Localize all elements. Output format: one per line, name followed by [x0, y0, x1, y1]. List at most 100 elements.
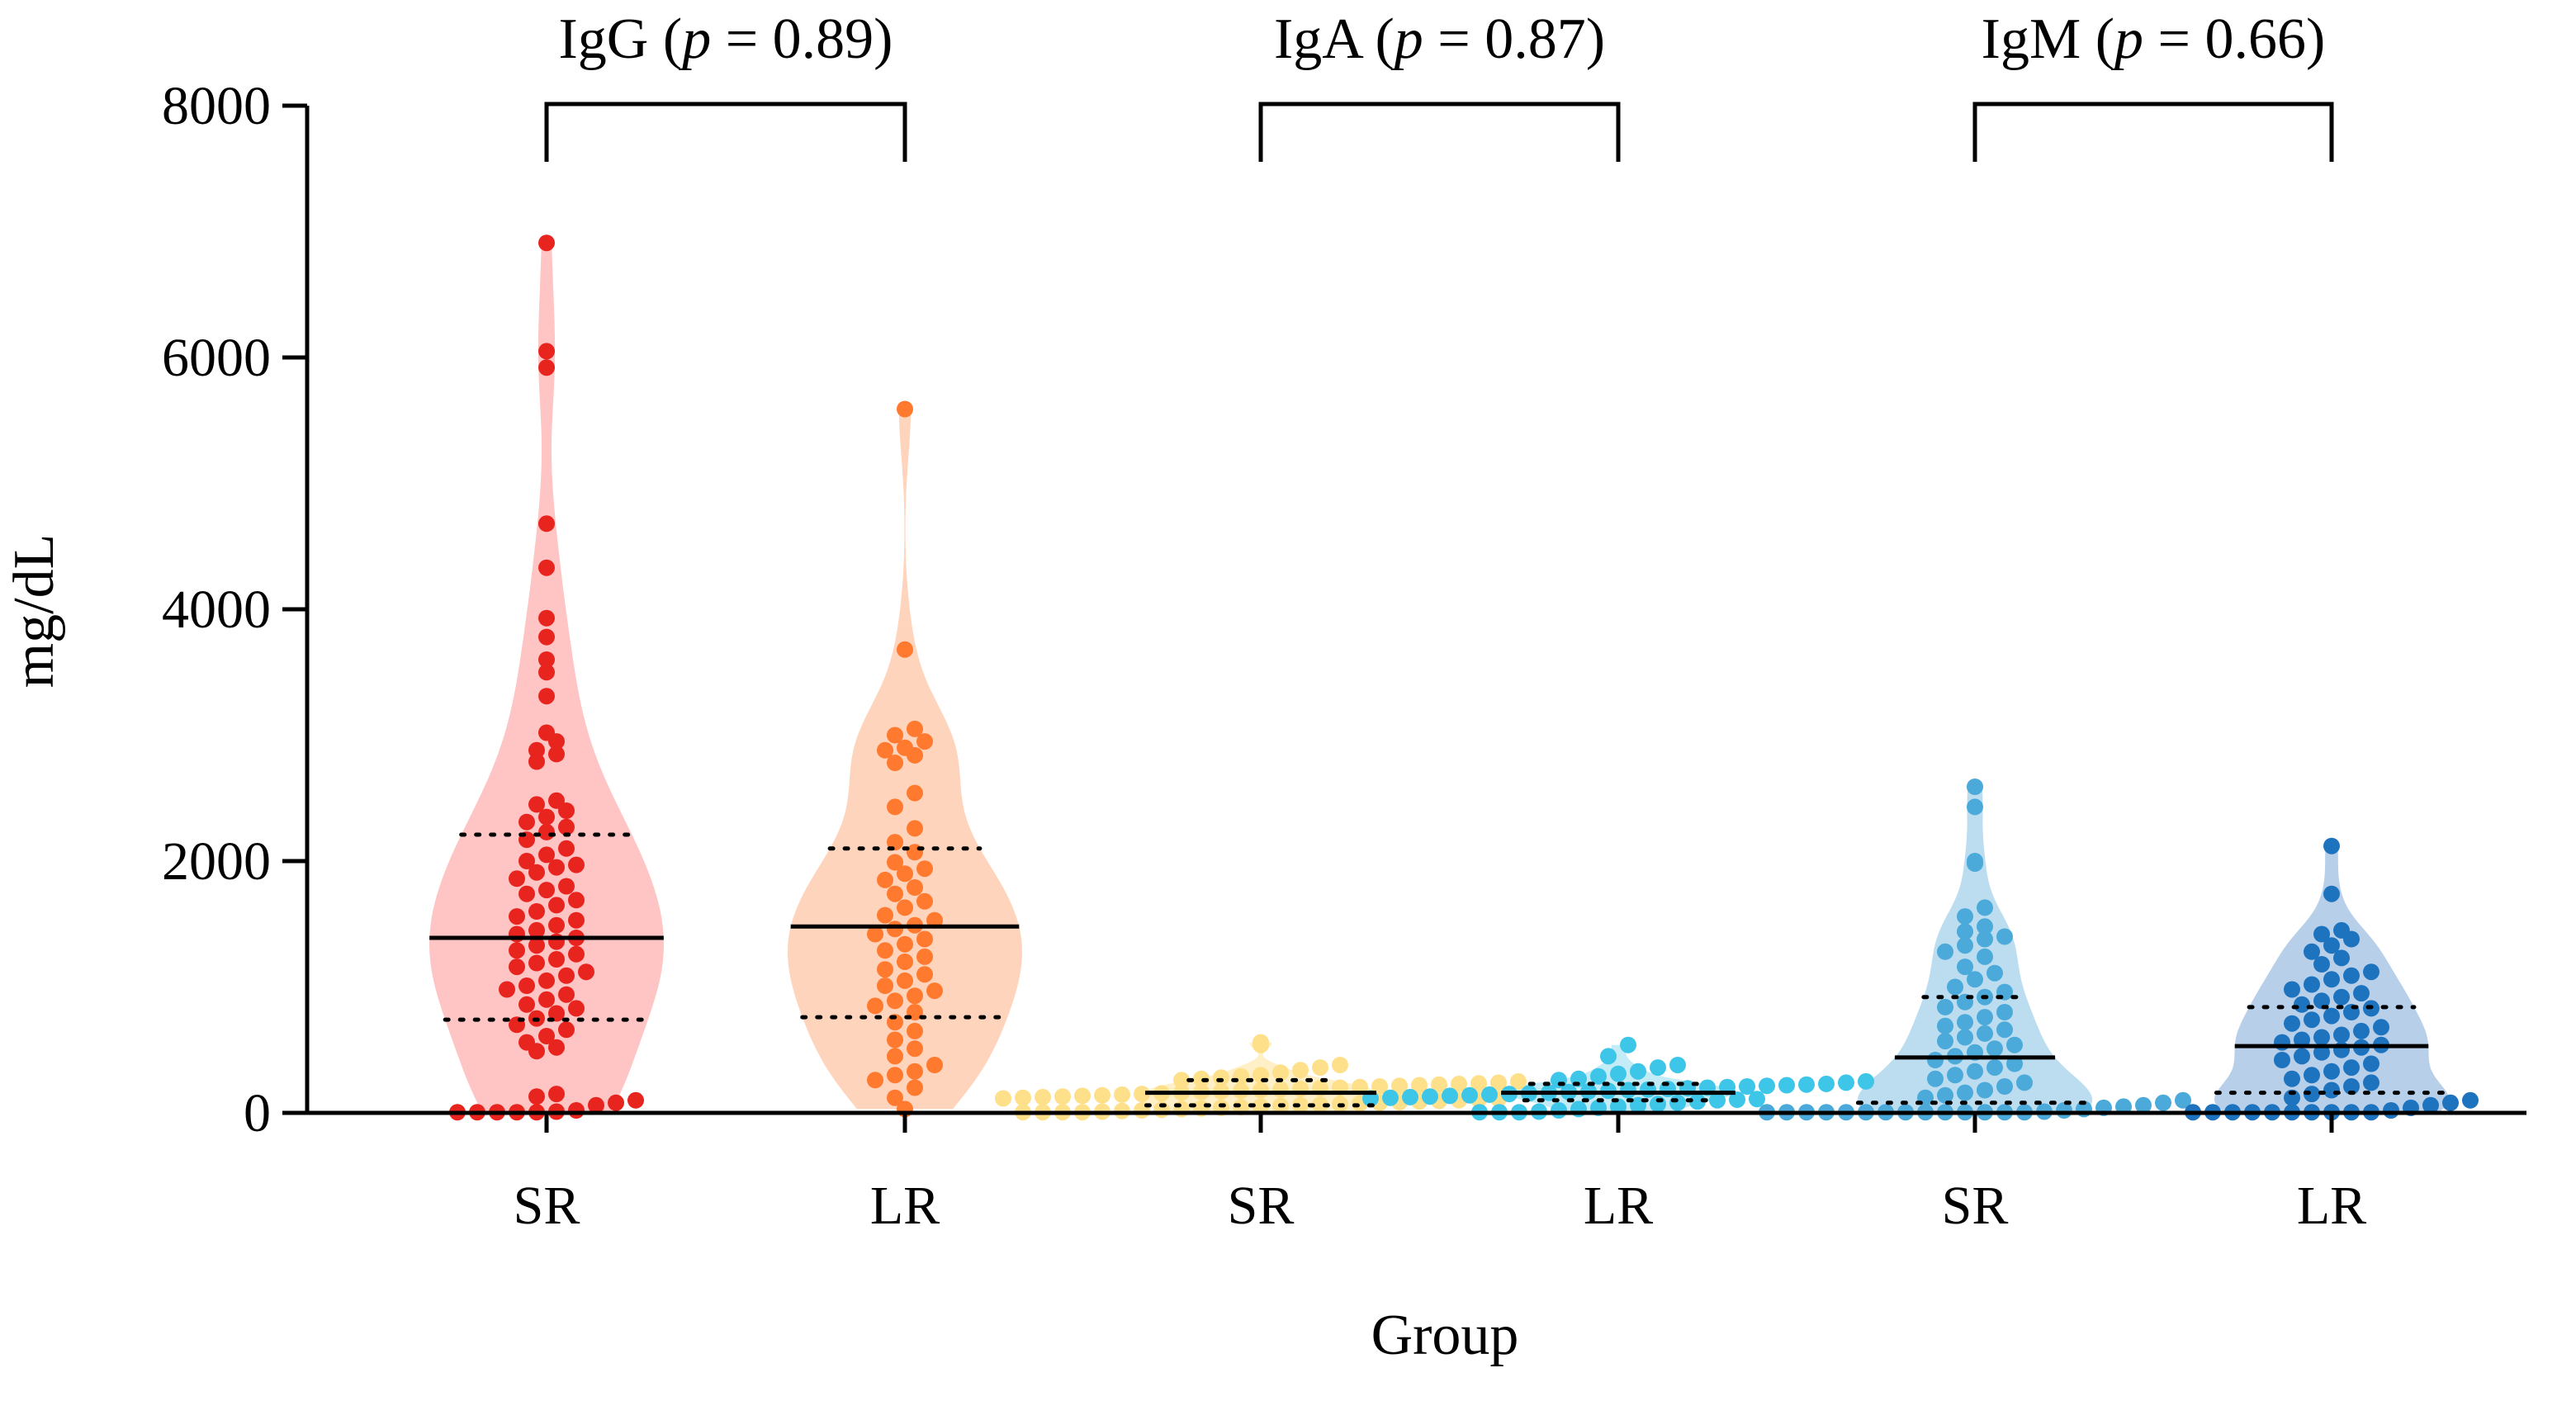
data-point	[877, 942, 893, 959]
data-point	[1312, 1059, 1328, 1077]
data-point	[1074, 1087, 1091, 1105]
data-point	[877, 961, 893, 978]
data-point	[558, 840, 575, 857]
data-point	[528, 741, 545, 759]
data-point	[1937, 1033, 1953, 1050]
data-point	[2135, 1096, 2152, 1114]
p-value: = 0.66)	[2143, 7, 2325, 71]
data-point	[877, 906, 893, 924]
data-point	[887, 921, 903, 938]
data-point	[2284, 981, 2300, 998]
data-point	[1838, 1074, 1854, 1091]
p-value: = 0.89)	[711, 7, 893, 71]
data-point	[2373, 1019, 2389, 1036]
data-point	[907, 879, 923, 896]
data-point	[1193, 1070, 1210, 1087]
data-point	[1858, 1072, 1874, 1090]
data-point	[1590, 1067, 1607, 1085]
data-point	[1957, 1029, 1973, 1046]
data-point	[2155, 1094, 2171, 1111]
data-point	[1312, 1096, 1328, 1114]
data-point	[1173, 1072, 1190, 1089]
data-point	[877, 977, 893, 994]
y-tick-label: 4000	[162, 580, 271, 640]
data-point	[1054, 1088, 1071, 1105]
data-point	[1481, 1086, 1498, 1103]
data-point	[548, 1005, 565, 1022]
data-point	[538, 846, 555, 864]
violin-igg-lr	[788, 409, 1022, 1110]
points-layer	[449, 234, 2479, 1121]
data-point	[1996, 1078, 2013, 1095]
data-point	[2323, 1063, 2340, 1080]
p-symbol: p	[678, 7, 711, 71]
data-point	[1996, 928, 2013, 945]
data-point	[1610, 1065, 1627, 1082]
x-tick-label: LR	[2297, 1176, 2366, 1236]
x-tick-label: LR	[870, 1176, 940, 1236]
data-point	[1442, 1087, 1458, 1105]
data-point	[2343, 1078, 2360, 1095]
p-value: = 0.87)	[1423, 7, 1605, 71]
data-point	[1977, 1082, 1993, 1099]
data-point	[538, 609, 555, 627]
data-point	[538, 515, 555, 532]
data-point	[887, 1048, 903, 1065]
data-point	[2323, 885, 2340, 902]
data-point	[519, 885, 535, 902]
y-tick-label: 8000	[162, 76, 271, 136]
data-point	[1957, 958, 1973, 976]
data-point	[528, 1043, 545, 1060]
data-point	[538, 651, 555, 668]
data-point	[1689, 1093, 1706, 1110]
data-point	[887, 755, 903, 771]
data-point	[887, 1031, 903, 1048]
data-point	[538, 808, 555, 826]
data-point	[2343, 967, 2360, 984]
data-point	[1986, 964, 2003, 982]
data-point	[538, 664, 555, 681]
data-point	[1986, 1059, 2003, 1077]
data-point	[1510, 1072, 1527, 1090]
data-point	[568, 945, 585, 963]
data-point	[907, 1063, 923, 1080]
data-point	[926, 911, 943, 929]
data-point	[1470, 1075, 1487, 1092]
data-point	[907, 1079, 923, 1096]
y-tick-label: 6000	[162, 328, 271, 388]
data-point	[2313, 1044, 2330, 1061]
data-point	[1709, 1091, 1726, 1109]
data-point	[2363, 1074, 2379, 1091]
data-point	[877, 871, 893, 888]
data-point	[2274, 1052, 2290, 1068]
data-point	[897, 400, 913, 418]
data-point	[1927, 1070, 1944, 1087]
data-point	[1422, 1088, 1438, 1105]
data-point	[528, 921, 545, 939]
data-point	[897, 865, 913, 883]
data-point	[1213, 1069, 1229, 1086]
data-point	[528, 903, 545, 920]
data-point	[1986, 1040, 2003, 1058]
data-point	[1551, 1102, 1567, 1119]
data-point	[877, 741, 893, 759]
data-point	[1798, 1076, 1815, 1093]
x-tick-label: SR	[1228, 1176, 1295, 1236]
data-point	[1967, 779, 1983, 795]
data-point	[907, 746, 923, 764]
stat-lines-layer	[429, 832, 2450, 1108]
data-point	[627, 1091, 644, 1109]
data-point	[1035, 1088, 1051, 1105]
data-point	[1927, 1052, 1944, 1068]
data-point	[1749, 1091, 1765, 1108]
y-tick-label: 0	[244, 1083, 271, 1143]
data-point	[1977, 930, 1993, 948]
data-point	[887, 854, 903, 871]
data-point	[2294, 1048, 2310, 1065]
data-point	[2304, 1086, 2320, 1103]
data-point	[887, 1089, 903, 1106]
data-point	[548, 916, 565, 934]
violin-igm-sr	[1858, 787, 2092, 1113]
